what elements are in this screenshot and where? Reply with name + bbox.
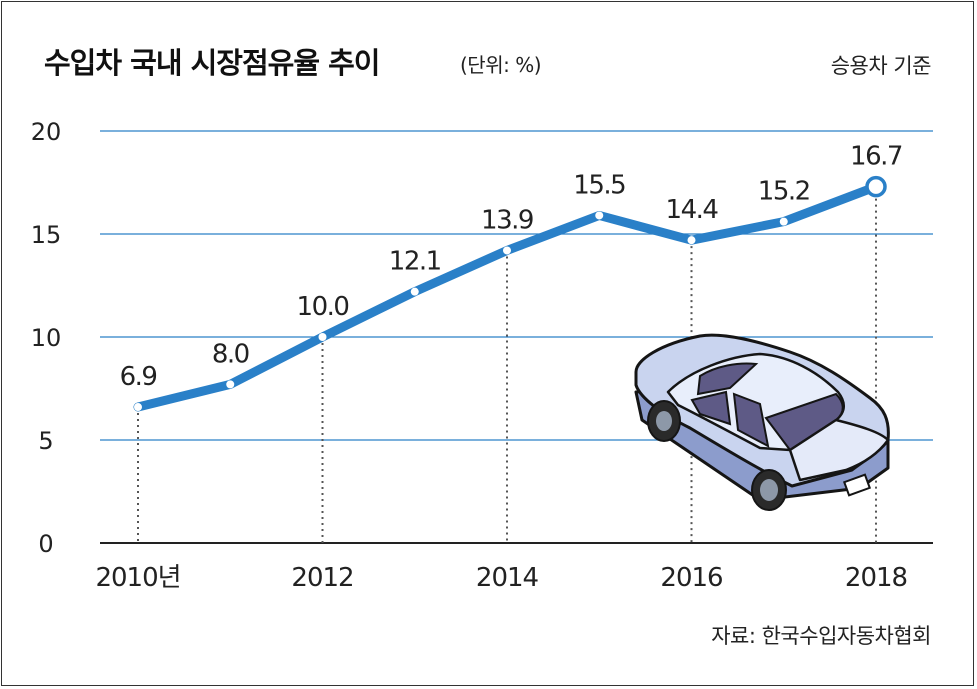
data-point (779, 217, 788, 226)
x-tick-label: 2018 (845, 563, 907, 593)
data-label: 15.5 (573, 170, 625, 200)
source-label: 자료: 한국수입자동차협회 (711, 624, 931, 648)
basis-label: 승용차 기준 (830, 54, 932, 78)
y-tick-label: 5 (38, 427, 53, 455)
y-tick-label: 20 (31, 118, 62, 146)
highlight-point (865, 175, 887, 198)
data-point (503, 246, 511, 255)
data-label: 15.2 (758, 177, 810, 207)
data-label: 12.1 (389, 247, 441, 277)
data-point (687, 236, 696, 245)
data-point (226, 380, 235, 389)
data-point (595, 211, 604, 220)
data-point (134, 403, 142, 412)
x-tick-label: 2014 (476, 563, 539, 593)
y-tick-label: 15 (31, 221, 62, 249)
data-label: 8.0 (212, 339, 249, 369)
label-layer: 0 5 10 15 20 2010년 2012 2014 2016 2018 6.9 8.0 10.0 1… (31, 118, 908, 593)
x-tick-label: 2016 (660, 563, 722, 593)
series-layer (133, 175, 887, 412)
data-label: 10.0 (297, 292, 349, 322)
data-label: 6.9 (120, 362, 157, 392)
x-tick-label: 2010년 (95, 563, 180, 593)
chart-title: 수입차 국내 시장점유율 추이 (44, 46, 380, 80)
data-label: 13.9 (481, 205, 533, 235)
x-tick-label: 2012 (291, 563, 353, 593)
y-tick-label: 0 (38, 530, 53, 558)
data-label: 14.4 (666, 195, 719, 225)
data-point (318, 333, 327, 341)
data-label: 16.7 (850, 142, 902, 172)
unit-label: (단위: %) (460, 53, 542, 77)
data-point (410, 287, 419, 296)
y-tick-label: 10 (31, 324, 62, 352)
car-illustration (634, 333, 890, 511)
